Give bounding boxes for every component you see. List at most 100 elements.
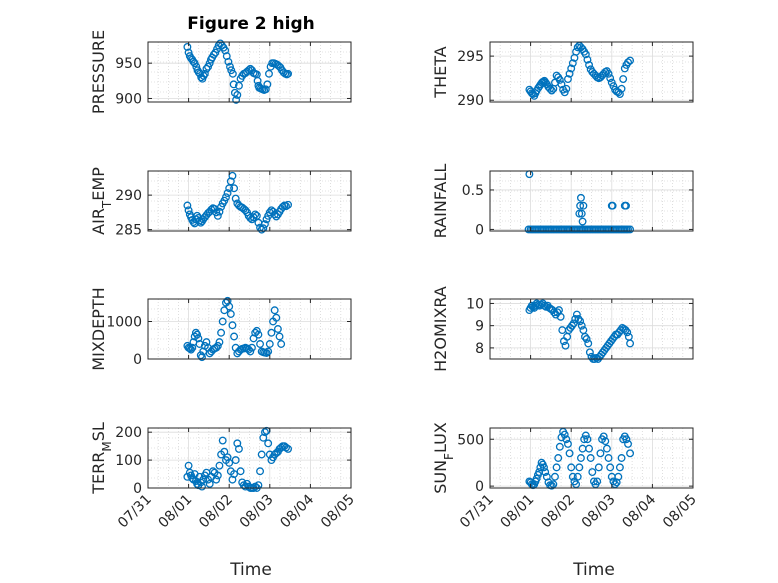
y-axis-label: AIRTEMP [89, 167, 114, 235]
x-tick-label: 08/04 [277, 491, 317, 531]
data-point [576, 201, 585, 210]
data-point [602, 444, 611, 453]
axes-box [489, 41, 694, 103]
y-axis-label-part: F [442, 453, 456, 460]
data-point [556, 312, 565, 321]
data-point [583, 435, 592, 444]
data-point [568, 59, 577, 68]
data-point [217, 328, 226, 337]
data-point [614, 472, 623, 481]
data-point [198, 353, 206, 362]
y-tick-label: 285 [115, 223, 142, 239]
data-point [626, 225, 635, 234]
data-point [541, 468, 550, 477]
x-tick-label: 08/04 [619, 491, 659, 531]
y-axis-label-part: SL [89, 422, 108, 441]
data-point [557, 80, 566, 89]
axes-box [147, 41, 352, 103]
x-tick-label: 08/03 [237, 492, 277, 532]
axes-box [489, 298, 694, 360]
data-point [571, 315, 580, 323]
x-tick-label: 08/02 [196, 492, 236, 532]
data-point [230, 470, 239, 478]
data-point [562, 435, 571, 444]
data-point [601, 437, 610, 446]
axes-box [147, 170, 352, 232]
x-tick-label: 08/01 [156, 492, 196, 532]
data-point [230, 184, 239, 193]
y-axis-label-part: PRESSURE [89, 30, 108, 114]
data-point [617, 84, 626, 93]
y-tick-label: 290 [115, 188, 142, 204]
data-point [209, 467, 217, 476]
y-tick-label: 1000 [106, 315, 142, 331]
axes-box [489, 170, 694, 232]
data-point [282, 202, 290, 211]
data-point [273, 325, 282, 333]
subplot-sun_flux: 0 500 07/31 08/01 08/02 08/03 08/04 08/05 SUNFLU… [431, 422, 700, 531]
data-point [604, 454, 613, 462]
data-point [575, 463, 584, 472]
data-point [253, 76, 262, 85]
data-point [554, 454, 563, 462]
data-point [578, 217, 587, 226]
data-point [284, 444, 293, 453]
data-point [572, 47, 581, 56]
x-axis-label-right: Time [572, 560, 615, 580]
data-point [580, 435, 589, 444]
data-point [561, 341, 570, 350]
data-point [231, 194, 240, 203]
data-point [546, 84, 555, 93]
data-point [224, 57, 233, 66]
data-point [228, 171, 237, 180]
data-point [275, 332, 284, 341]
data-point [252, 326, 261, 335]
data-point [626, 339, 635, 348]
data-point [562, 84, 571, 93]
data-point [200, 69, 209, 78]
data-point [257, 450, 266, 459]
data-point [199, 475, 208, 484]
y-tick-label: 9 [475, 319, 484, 335]
data-point [195, 340, 204, 348]
data-point [263, 80, 272, 89]
x-tick-label: 08/01 [498, 492, 538, 532]
data-point [212, 475, 221, 484]
x-tick-label: 08/03 [579, 492, 619, 532]
data-point [247, 343, 256, 352]
data-point [593, 477, 602, 486]
data-point [267, 328, 276, 337]
data-point [254, 481, 263, 490]
data-point [209, 50, 218, 59]
y-tick-label: 10 [466, 296, 484, 312]
data-point [555, 442, 564, 451]
data-point [187, 345, 195, 354]
data-point [226, 177, 235, 186]
y-axis-label-part: LUX [431, 422, 450, 453]
axes-box [147, 298, 352, 360]
y-tick-label: 0 [475, 479, 484, 495]
data-point [194, 334, 203, 343]
data-point [599, 432, 608, 441]
data-point [202, 64, 211, 73]
data-point [574, 315, 583, 323]
data-point [264, 439, 273, 448]
data-point [604, 69, 613, 78]
y-axis-label: SUNFLUX [431, 422, 456, 494]
subplot-rainfall: 0 0.5 RAINFALL [431, 164, 694, 239]
data-point [575, 209, 584, 218]
y-axis-label: RAINFALL [431, 164, 450, 239]
data-point [581, 431, 590, 440]
data-point [236, 467, 245, 476]
data-point [583, 55, 592, 64]
data-point [218, 436, 227, 445]
data-point [622, 201, 630, 210]
data-point [560, 430, 569, 439]
axes-box [147, 427, 352, 489]
data-point [205, 479, 214, 488]
data-point [215, 461, 224, 470]
axes-box [489, 427, 694, 489]
data-point [579, 201, 588, 210]
data-point [220, 306, 229, 315]
